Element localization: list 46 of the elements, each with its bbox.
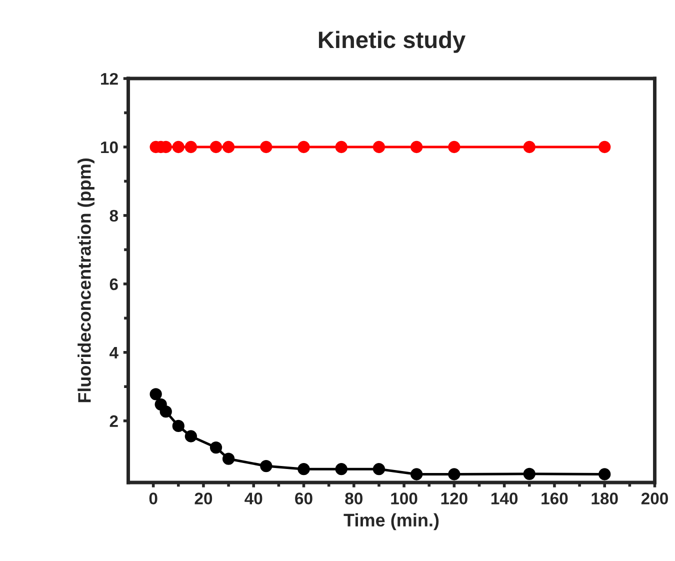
point xyxy=(372,463,386,476)
x-tick-label: 80 xyxy=(345,492,362,504)
point xyxy=(260,140,272,154)
point xyxy=(298,463,310,476)
x-axis-title: Time (min.) xyxy=(344,513,439,530)
point xyxy=(598,140,611,154)
point xyxy=(448,140,460,154)
x-tick-label: 20 xyxy=(194,492,212,504)
point xyxy=(210,441,222,454)
point xyxy=(172,420,184,432)
point xyxy=(410,468,423,480)
point xyxy=(598,468,611,480)
y-tick-label: 10 xyxy=(101,141,118,154)
x-tick-label: 60 xyxy=(295,492,312,504)
point xyxy=(210,140,222,154)
point xyxy=(184,430,198,442)
point xyxy=(335,463,348,476)
x-tick-label: 40 xyxy=(244,492,262,504)
x-tick-label: 160 xyxy=(542,492,568,504)
point xyxy=(372,140,386,154)
point xyxy=(260,460,272,472)
point xyxy=(160,406,172,418)
y-tick-label: 4 xyxy=(110,346,118,358)
chart-title: Kinetic study xyxy=(318,30,466,53)
point xyxy=(172,140,184,154)
point xyxy=(410,140,423,154)
point xyxy=(335,140,348,154)
y-tick-label: 2 xyxy=(110,415,118,427)
y-tick-label: 6 xyxy=(110,278,118,290)
point xyxy=(523,140,536,154)
point xyxy=(222,452,235,465)
point xyxy=(184,140,198,154)
point xyxy=(298,140,310,154)
y-tick-label: 12 xyxy=(101,72,118,85)
x-tick-label: 100 xyxy=(391,492,418,504)
point xyxy=(523,468,536,480)
point xyxy=(222,140,235,154)
x-tick-label: 0 xyxy=(149,492,158,504)
y-tick-label: 8 xyxy=(110,210,118,222)
y-axis-title: Fluorideconcentration (ppm) xyxy=(78,158,94,402)
point xyxy=(448,468,460,480)
x-tick-label: 140 xyxy=(491,492,518,504)
x-tick-label: 120 xyxy=(441,492,468,504)
x-tick-label: 180 xyxy=(592,492,618,504)
x-tick-label: 200 xyxy=(641,492,668,504)
point xyxy=(150,388,162,400)
